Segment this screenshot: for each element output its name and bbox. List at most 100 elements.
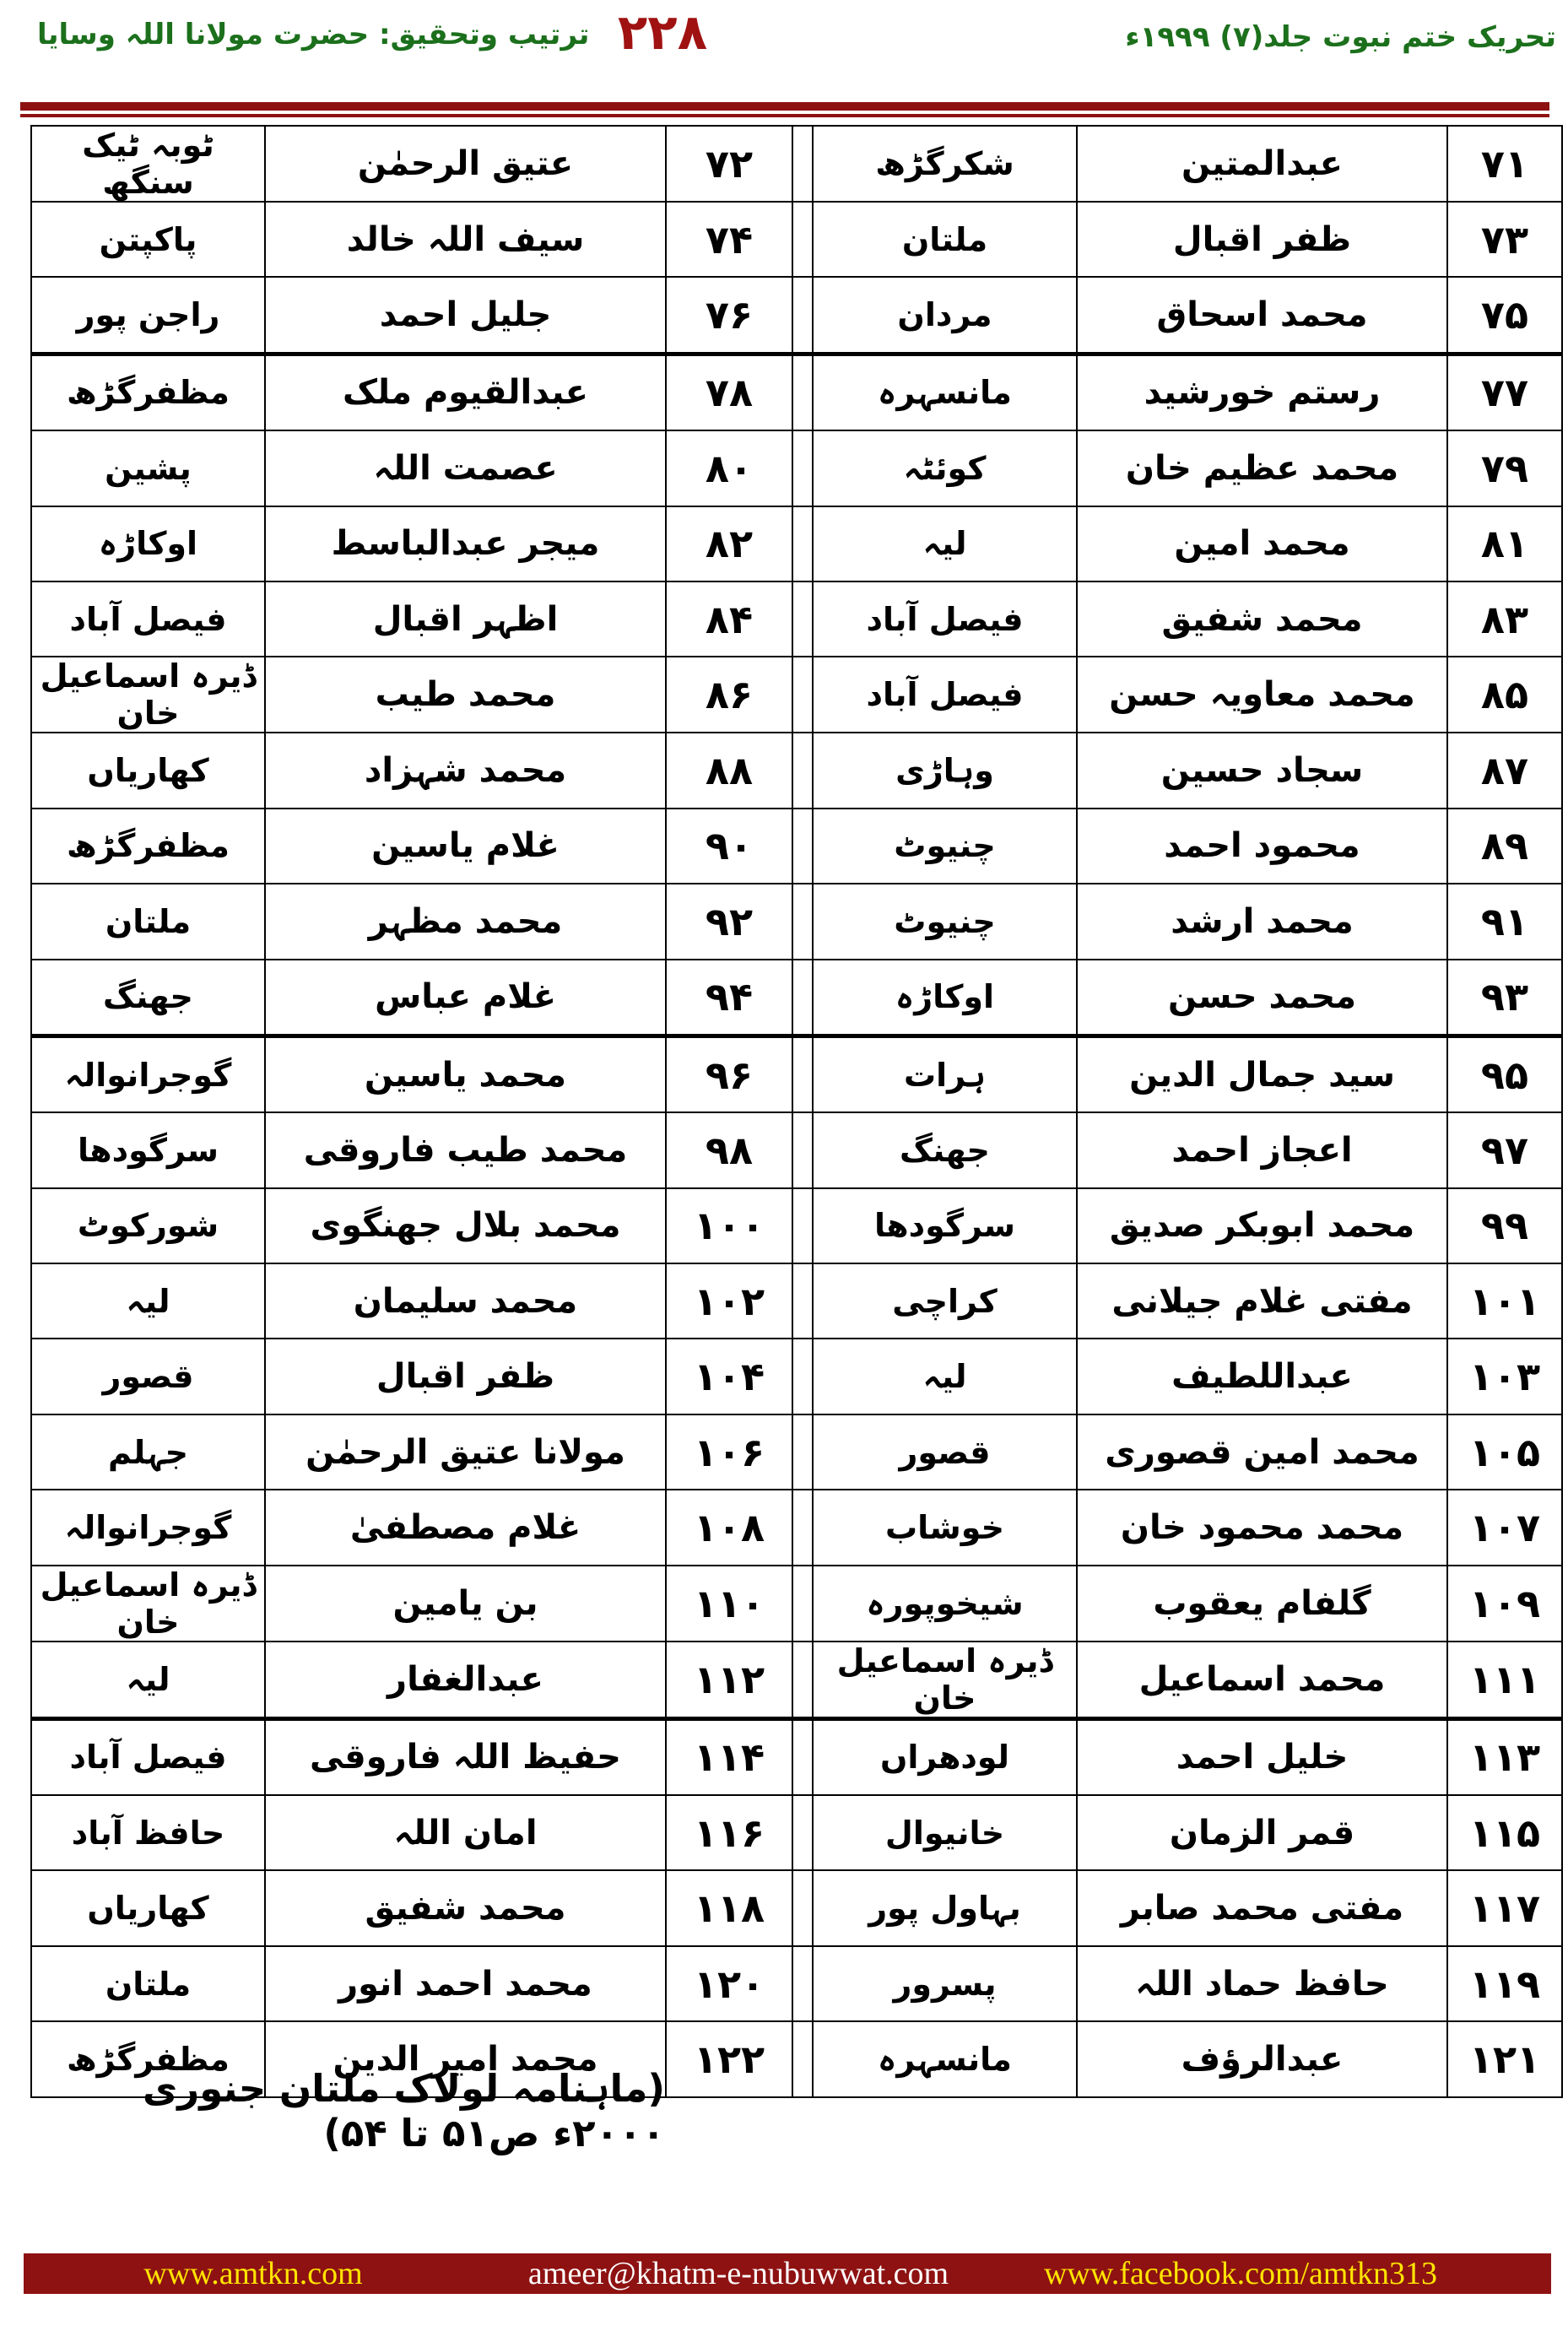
table-row: ۷۹ محمد عظیم خان کوئٹہ ۸۰ عصمت اللہ پشین	[30, 430, 1563, 507]
serial-cell: ۱۱۹	[1446, 1944, 1563, 2023]
center-divider-cell	[792, 1338, 814, 1415]
city-cell: لیہ	[30, 1263, 266, 1340]
serial-cell: ۱۱۱	[1446, 1640, 1563, 1721]
city-cell: پاکپتن	[30, 200, 266, 279]
name-cell: محمد امین	[1076, 505, 1448, 582]
roster-table-container: ۷۱ عبدالمتین شکرگڑھ ۷۲ عتیق الرحمٰن ٹوبہ ٹیک …	[30, 125, 1563, 2098]
name-cell: عصمت اللہ	[264, 430, 667, 507]
city-cell: جہلم	[30, 1413, 266, 1491]
table-row: ۹۵ سید جمال الدین ہرات ۹۶ محمد یاسین گوجرانوا…	[30, 1035, 1563, 1114]
serial-cell: ۹۲	[665, 883, 793, 960]
roster-table: ۷۱ عبدالمتین شکرگڑھ ۷۲ عتیق الرحمٰن ٹوبہ ٹیک …	[30, 125, 1563, 2098]
serial-cell: ۹۷	[1446, 1112, 1563, 1189]
city-cell: قصور	[30, 1338, 266, 1415]
city-cell: کوئٹہ	[812, 430, 1078, 507]
name-cell: اظہر اقبال	[264, 580, 667, 658]
center-divider-cell	[792, 1112, 814, 1189]
serial-cell: ۱۲۰	[665, 1944, 793, 2023]
table-row: ۹۳ محمد حسن اوکاڑہ ۹۴ غلام عباس جھنگ	[30, 958, 1563, 1038]
city-cell: ملتان	[30, 883, 266, 960]
name-cell: محمد یاسین	[264, 1035, 667, 1114]
name-cell: محمد معاویہ حسن	[1076, 656, 1448, 734]
city-cell: پسرور	[812, 1944, 1078, 2023]
name-cell: محمود احمد	[1076, 807, 1448, 885]
city-cell: خوشاب	[812, 1489, 1078, 1566]
center-divider-cell	[792, 2020, 814, 2098]
serial-cell: ۱۰۸	[665, 1489, 793, 1566]
name-cell: محمد اسماعیل	[1076, 1640, 1448, 1721]
name-cell: رستم خورشید	[1076, 353, 1448, 432]
table-row: ۷۵ محمد اسحاق مردان ۷۶ جلیل احمد راجن پور	[30, 276, 1563, 356]
city-cell: اوکاڑہ	[30, 505, 266, 582]
center-divider-cell	[792, 1263, 814, 1340]
city-cell: سرگودھا	[812, 1187, 1078, 1265]
serial-cell: ۹۱	[1446, 883, 1563, 960]
name-cell: محمد اسحاق	[1076, 276, 1448, 356]
city-cell: پشین	[30, 430, 266, 507]
name-cell: بن یامین	[264, 1564, 667, 1642]
center-divider-cell	[792, 1794, 814, 1872]
footer-facebook-url: www.facebook.com/amtkn313	[1043, 2256, 1438, 2291]
table-row: ۷۳ ظفر اقبال ملتان ۷۴ سیف اللہ خالد پاکپتن	[30, 200, 1563, 279]
center-divider-cell	[792, 1944, 814, 2023]
name-cell: محمد امین قصوری	[1076, 1413, 1448, 1491]
city-cell: اوکاڑہ	[812, 958, 1078, 1038]
city-cell: وہاڑی	[812, 732, 1078, 809]
header-rule-thin	[20, 114, 1549, 117]
center-divider-cell	[792, 1564, 814, 1642]
name-cell: غلام یاسین	[264, 807, 667, 885]
serial-cell: ۷۸	[665, 353, 793, 432]
name-cell: مولانا عتیق الرحمٰن	[264, 1413, 667, 1491]
name-cell: جلیل احمد	[264, 276, 667, 356]
city-cell: ڈیرہ اسماعیل خان	[30, 656, 266, 734]
serial-cell: ۱۱۳	[1446, 1717, 1563, 1797]
city-cell: کھاریاں	[30, 732, 266, 809]
serial-cell: ۱۱۲	[665, 1640, 793, 1721]
serial-cell: ۹۹	[1446, 1187, 1563, 1265]
city-cell: لودھراں	[812, 1717, 1078, 1797]
serial-cell: ۹۵	[1446, 1035, 1563, 1114]
name-cell: محمد ارشد	[1076, 883, 1448, 960]
serial-cell: ۹۴	[665, 958, 793, 1038]
center-divider-cell	[792, 656, 814, 734]
name-cell: مفتی غلام جیلانی	[1076, 1263, 1448, 1340]
table-row: ۱۱۷ مفتی محمد صابر بہاول پور ۱۱۸ محمد شفیق کھ…	[30, 1869, 1563, 1947]
center-divider-cell	[792, 732, 814, 809]
city-cell: چنیوٹ	[812, 883, 1078, 960]
city-cell: راجن پور	[30, 276, 266, 356]
serial-cell: ۱۱۰	[665, 1564, 793, 1642]
name-cell: عبدالمتین	[1076, 125, 1448, 203]
serial-cell: ۷۲	[665, 125, 793, 203]
center-divider-cell	[792, 1035, 814, 1114]
city-cell: ٹوبہ ٹیک سنگھ	[30, 125, 266, 203]
serial-cell: ۱۰۹	[1446, 1564, 1563, 1642]
serial-cell: ۱۱۸	[665, 1869, 793, 1947]
name-cell: غلام عباس	[264, 958, 667, 1038]
name-cell: قمر الزمان	[1076, 1794, 1448, 1872]
header-compiler-title: ترتیب وتحقیق: حضرت مولانا اللہ وسایا	[37, 18, 590, 51]
name-cell: عبدالغفار	[264, 1640, 667, 1721]
serial-cell: ۷۶	[665, 276, 793, 356]
city-cell: مردان	[812, 276, 1078, 356]
city-cell: کھاریاں	[30, 1869, 266, 1947]
city-cell: سرگودھا	[30, 1112, 266, 1189]
name-cell: محمد شہزاد	[264, 732, 667, 809]
center-divider-cell	[792, 1187, 814, 1265]
serial-cell: ۸۹	[1446, 807, 1563, 885]
name-cell: اعجاز احمد	[1076, 1112, 1448, 1189]
serial-cell: ۱۰۶	[665, 1413, 793, 1491]
city-cell: ملتان	[30, 1944, 266, 2023]
name-cell: گلفام یعقوب	[1076, 1564, 1448, 1642]
name-cell: مفتی محمد صابر	[1076, 1869, 1448, 1947]
table-row: ۱۱۹ حافظ حماد اللہ پسرور ۱۲۰ محمد احمد انور م…	[30, 1944, 1563, 2023]
serial-cell: ۷۵	[1446, 276, 1563, 356]
serial-cell: ۸۴	[665, 580, 793, 658]
city-cell: مظفرگڑھ	[30, 2020, 266, 2098]
name-cell: محمد احمد انور	[264, 1944, 667, 2023]
name-cell: محمد ابوبکر صدیق	[1076, 1187, 1448, 1265]
city-cell: لیہ	[812, 1338, 1078, 1415]
city-cell: خانیوال	[812, 1794, 1078, 1872]
source-footnote: (ماہنامہ لولاک ملتان جنوری ۲۰۰۰ء ص۵۱ تا …	[143, 2066, 665, 2155]
header-book-title: تحریک ختم نبوت جلد(۷) ۱۹۹۹ء	[1125, 20, 1556, 54]
serial-cell: ۱۰۴	[665, 1338, 793, 1415]
